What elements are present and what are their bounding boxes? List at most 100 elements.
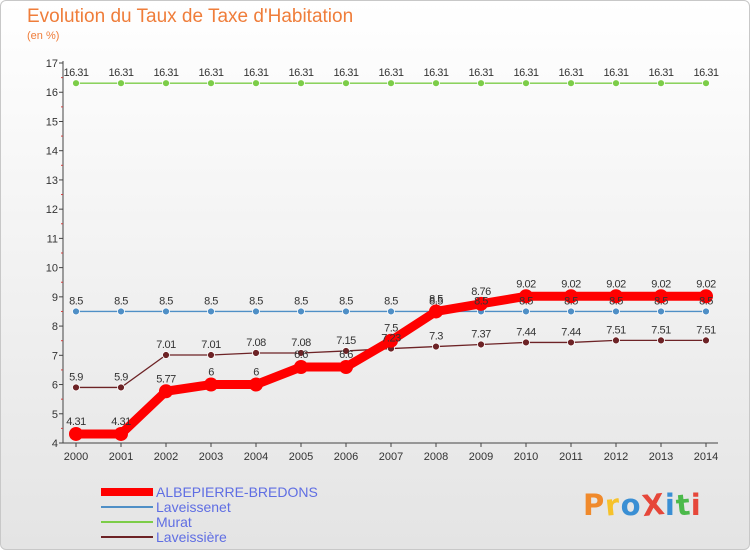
series-point-3 (522, 338, 530, 347)
y-tick-label: 7 (52, 350, 58, 362)
y-tick-label: 13 (46, 175, 58, 187)
data-label-3: 7.44 (516, 326, 536, 338)
data-label-0: 7.5 (384, 323, 398, 335)
data-label-3: 7.51 (696, 324, 716, 336)
series-point-3 (72, 383, 80, 392)
legend-label: Murat (156, 514, 192, 530)
data-label-2: 16.31 (693, 67, 718, 79)
series-point-3 (207, 351, 215, 359)
series-point-1 (72, 307, 80, 316)
data-label-1: 8.5 (114, 295, 128, 307)
series-point-1 (567, 307, 575, 316)
series-point-0 (159, 384, 173, 399)
data-label-2: 16.31 (378, 67, 403, 79)
data-label-1: 8.5 (429, 295, 443, 307)
y-tick-label: 14 (46, 146, 58, 158)
data-label-0: 9.02 (561, 278, 581, 290)
x-tick-label: 2009 (469, 451, 493, 463)
series-point-0 (609, 289, 623, 304)
series-point-1 (612, 307, 620, 316)
data-label-2: 16.31 (333, 67, 358, 79)
series-point-0 (69, 426, 83, 441)
series-point-3 (117, 383, 125, 392)
data-label-2: 16.31 (198, 67, 223, 79)
series-point-2 (657, 79, 665, 88)
legend-swatch (101, 536, 153, 538)
x-tick-label: 2007 (379, 451, 403, 463)
data-label-0: 8.5 (429, 293, 443, 305)
data-label-2: 16.31 (153, 67, 178, 79)
data-label-1: 8.5 (339, 295, 353, 307)
data-label-2: 16.31 (423, 67, 448, 79)
data-label-2: 16.31 (648, 67, 673, 79)
y-tick-label: 15 (46, 116, 58, 128)
series-point-2 (567, 79, 575, 88)
series-point-2 (162, 79, 170, 88)
data-label-3: 7.51 (606, 324, 626, 336)
chart-title: Evolution du Taux de Taxe d'Habitation (27, 6, 354, 27)
data-label-3: 7.01 (156, 339, 176, 351)
series-point-3 (342, 347, 350, 355)
y-tick-label: 8 (52, 321, 58, 333)
x-tick-label: 2012 (604, 451, 628, 463)
data-label-0: 8.76 (471, 286, 491, 298)
data-label-3: 7.44 (561, 326, 581, 338)
x-tick-label: 2006 (334, 451, 358, 463)
y-tick-label: 10 (46, 263, 58, 275)
series-point-0 (249, 377, 263, 392)
x-tick-label: 2013 (649, 451, 673, 463)
series-point-2 (477, 79, 485, 88)
series-point-0 (474, 296, 488, 311)
data-label-3: 7.08 (246, 337, 266, 349)
data-label-3: 5.9 (69, 371, 83, 383)
series-point-3 (252, 349, 260, 357)
x-tick-label: 2008 (424, 451, 448, 463)
data-label-0: 6.6 (339, 349, 353, 361)
series-point-1 (162, 307, 170, 316)
x-tick-label: 2000 (64, 451, 88, 463)
data-label-0: 6 (208, 367, 214, 379)
y-tick-label: 6 (52, 380, 58, 392)
y-tick-label: 9 (52, 292, 58, 304)
series-point-3 (477, 340, 485, 349)
series-point-0 (519, 289, 533, 304)
series-point-3 (702, 336, 710, 345)
x-tick-label: 2003 (199, 451, 223, 463)
data-label-1: 8.5 (699, 295, 713, 307)
data-label-2: 16.31 (558, 67, 583, 79)
x-tick-label: 2011 (559, 451, 583, 463)
y-tick-label: 11 (47, 233, 58, 245)
series-point-3 (432, 342, 440, 351)
legend-label: Laveissière (156, 529, 227, 545)
x-tick-label: 2005 (289, 451, 313, 463)
series-point-1 (522, 307, 530, 316)
x-tick-label: 2002 (154, 451, 178, 463)
series-point-2 (432, 79, 440, 88)
series-point-3 (162, 351, 170, 359)
x-tick-label: 2004 (244, 451, 268, 463)
series-point-1 (387, 307, 395, 316)
data-label-0: 9.02 (606, 278, 626, 290)
data-label-1: 8.5 (249, 295, 263, 307)
data-label-2: 16.31 (603, 67, 628, 79)
data-label-0: 9.02 (696, 278, 716, 290)
series-point-1 (702, 307, 710, 316)
series-point-2 (522, 79, 530, 88)
series-point-0 (654, 289, 668, 304)
data-label-0: 9.02 (516, 278, 536, 290)
data-label-3: 7.01 (201, 339, 221, 351)
y-tick-label: 5 (52, 409, 58, 421)
series-point-3 (612, 336, 620, 345)
series-point-2 (117, 79, 125, 88)
data-label-2: 16.31 (288, 67, 313, 79)
data-label-0: 9.02 (651, 278, 671, 290)
series-point-0 (339, 360, 353, 374)
data-label-1: 8.5 (384, 295, 398, 307)
series-point-0 (564, 289, 578, 304)
data-labels: 16.31 16.31 16.31 16.31 16.31 16.31 16.31 16.31… (63, 67, 719, 428)
series-point-0 (429, 304, 443, 319)
series-point-0 (114, 426, 128, 441)
data-label-3: 7.23 (381, 333, 401, 345)
series-point-2 (207, 79, 215, 88)
y-tick-label: 12 (46, 204, 58, 216)
